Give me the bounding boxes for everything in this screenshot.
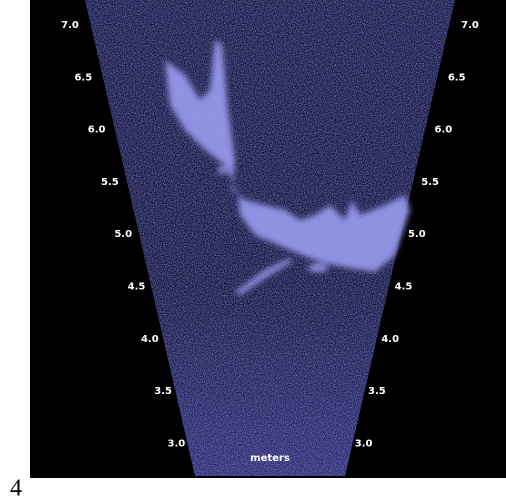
range-label: 5.0 xyxy=(408,229,426,240)
range-label: 7.0 xyxy=(61,20,79,31)
range-label: 6.5 xyxy=(448,72,466,83)
range-label: 3.5 xyxy=(154,386,172,397)
range-label: 4.0 xyxy=(141,334,159,345)
range-label: 6.5 xyxy=(74,72,92,83)
range-label: 5.5 xyxy=(421,177,439,188)
range-label: 4.5 xyxy=(128,282,146,293)
range-label: 5.0 xyxy=(114,229,132,240)
figure-number: 4 xyxy=(10,476,22,502)
range-label: 3.0 xyxy=(355,438,373,449)
range-label: 6.0 xyxy=(88,125,106,136)
range-label: 7.0 xyxy=(461,20,479,31)
range-label: 3.5 xyxy=(368,386,386,397)
echo-returns xyxy=(165,40,410,295)
range-label: 3.0 xyxy=(168,438,186,449)
range-label: 5.5 xyxy=(101,177,119,188)
range-labels: 7.0 6.5 6.0 5.5 5.0 4.5 4.0 3.5 3.0 7.0 6.5 6.0 5.5 5… xyxy=(61,20,479,449)
range-label: 4.0 xyxy=(381,334,399,345)
range-label: 4.5 xyxy=(395,282,413,293)
range-label: 6.0 xyxy=(435,125,453,136)
unit-label: meters xyxy=(250,453,290,464)
